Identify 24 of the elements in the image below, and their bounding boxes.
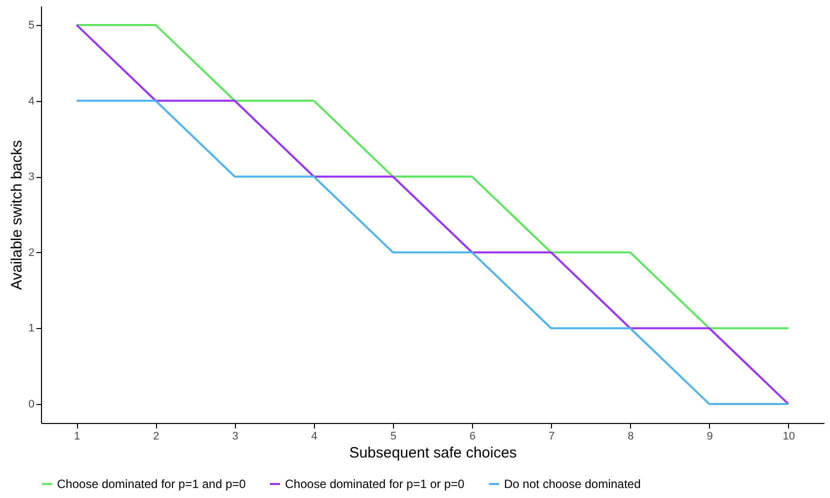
legend-label: Choose dominated for p=1 or p=0 xyxy=(285,477,465,491)
line-series xyxy=(76,100,790,406)
line-series xyxy=(76,24,790,330)
y-tick-label: 0 xyxy=(28,398,34,411)
y-tick-label: 2 xyxy=(28,246,34,259)
legend-label: Do not choose dominated xyxy=(504,477,641,491)
y-tick-label: 3 xyxy=(28,171,34,184)
y-axis-title: Available switch backs xyxy=(8,140,26,290)
x-tick-label: 10 xyxy=(782,430,796,442)
x-tick-label: 3 xyxy=(232,430,238,442)
x-tick-label: 8 xyxy=(628,430,634,442)
x-tick-label: 6 xyxy=(469,430,476,442)
x-tick-label: 1 xyxy=(74,430,80,442)
x-axis-title: Subsequent safe choices xyxy=(349,444,517,462)
x-tick-label: 4 xyxy=(311,430,318,442)
y-tick-label: 5 xyxy=(28,19,34,32)
y-tick-label: 4 xyxy=(28,95,34,108)
line-series xyxy=(76,24,790,406)
x-tick-label: 7 xyxy=(548,430,555,442)
y-tick-label: 1 xyxy=(28,322,34,335)
legend-label: Choose dominated for p=1 and p=0 xyxy=(57,477,246,491)
x-tick-label: 9 xyxy=(706,430,713,442)
x-tick-label: 2 xyxy=(153,430,160,442)
x-tick-label: 5 xyxy=(390,430,397,442)
